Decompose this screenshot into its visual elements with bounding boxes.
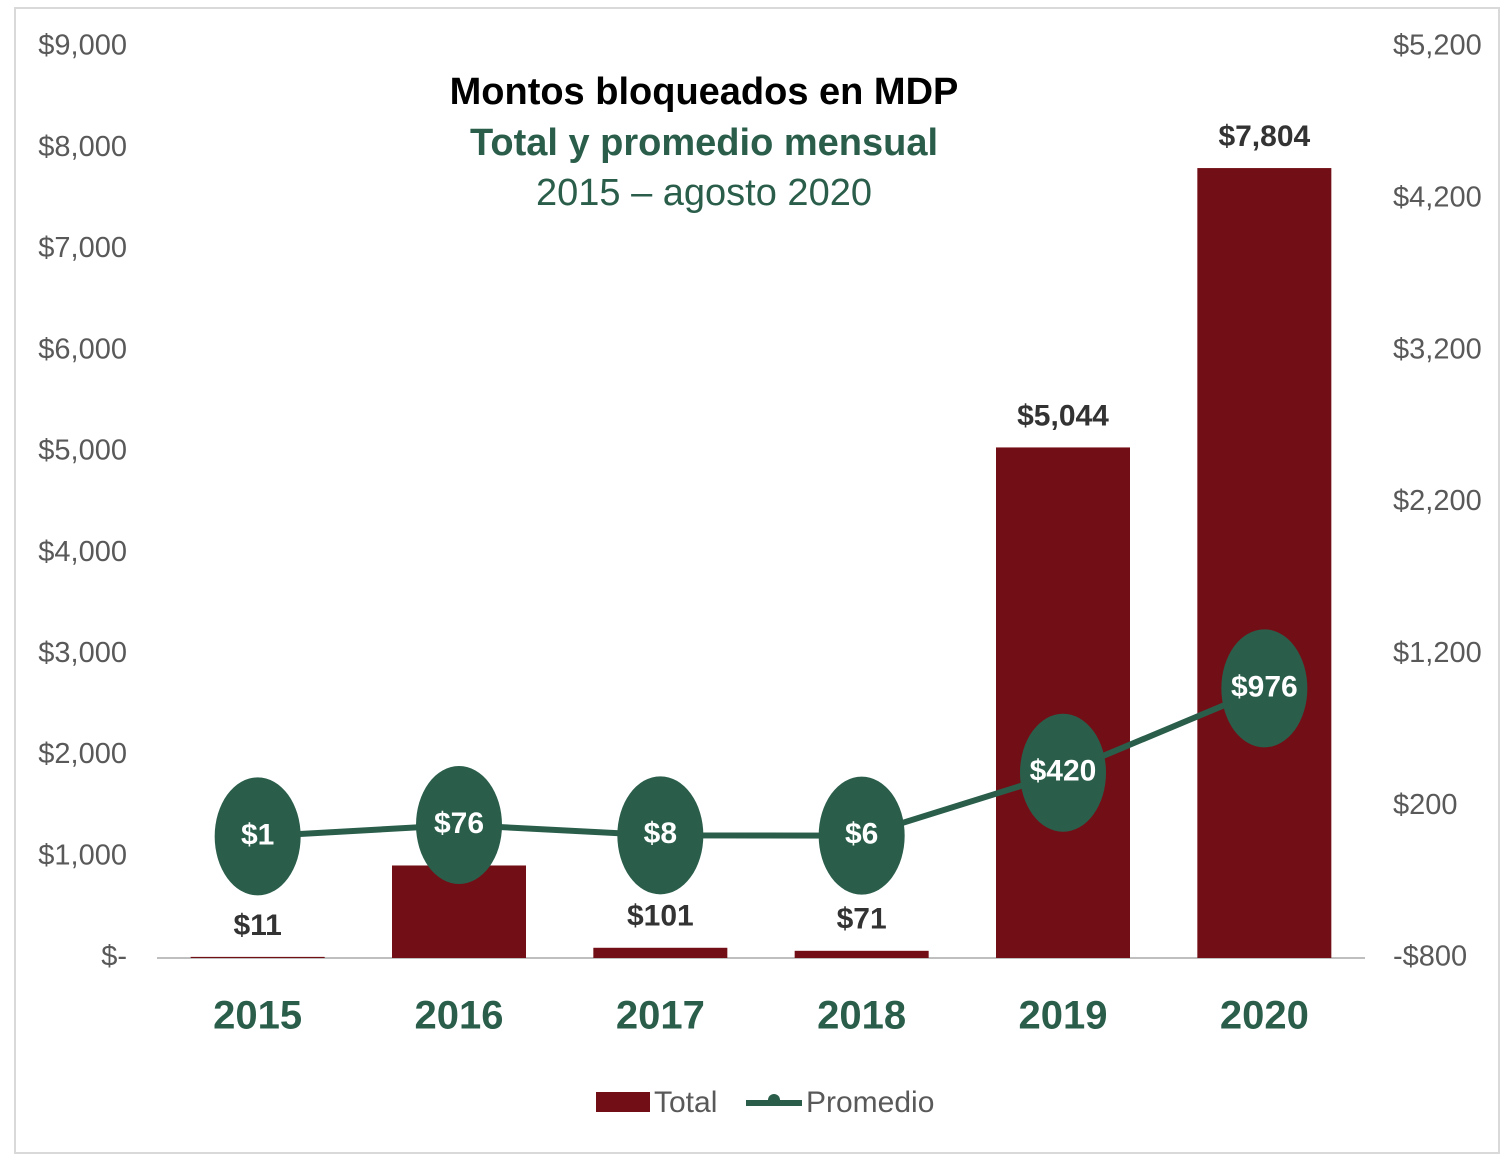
chart-subtitle: 2015 – agosto 2020 xyxy=(536,172,872,214)
bar-value-label: $101 xyxy=(627,900,694,933)
y2-tick-label: $2,200 xyxy=(1393,485,1482,517)
y-tick-label: $5,000 xyxy=(38,435,127,467)
y-tick-label: $4,000 xyxy=(38,536,127,568)
x-tick-label: 2016 xyxy=(415,994,504,1038)
y2-tick-label: $1,200 xyxy=(1393,637,1482,669)
point xyxy=(818,776,905,895)
bar xyxy=(593,947,728,958)
y-tick-label: $1,000 xyxy=(38,839,127,871)
point-value-label: $6 xyxy=(845,818,878,851)
legend-swatch xyxy=(768,1094,780,1106)
point xyxy=(416,765,502,884)
y2-tick-label: $5,200 xyxy=(1393,30,1482,62)
point xyxy=(214,777,301,896)
y-tick-label: $2,000 xyxy=(38,738,127,770)
x-tick-label: 2017 xyxy=(616,994,705,1038)
bar xyxy=(794,950,929,958)
x-tick-label: 2015 xyxy=(213,994,302,1038)
bar xyxy=(996,447,1130,958)
point xyxy=(1221,629,1308,748)
y2-tick-label: $4,200 xyxy=(1393,181,1482,213)
y-tick-label: $3,000 xyxy=(38,637,127,669)
chart-title: Montos bloqueados en MDP xyxy=(450,71,959,113)
y-tick-label: $6,000 xyxy=(38,333,127,365)
y-tick-label: $8,000 xyxy=(38,131,127,163)
y-tick-label: $- xyxy=(101,941,127,973)
legend-label: Promedio xyxy=(806,1086,934,1119)
bar-value-label: $11 xyxy=(233,909,281,942)
bar-value-label: $71 xyxy=(837,903,887,936)
point-value-label: $76 xyxy=(434,807,484,840)
point-value-label: $1 xyxy=(241,818,274,851)
x-tick-label: 2018 xyxy=(817,994,906,1038)
legend-label: Total xyxy=(654,1086,717,1119)
point-value-label: $8 xyxy=(644,817,677,850)
y2-tick-label: $200 xyxy=(1393,789,1458,821)
point-value-label: $420 xyxy=(1030,755,1097,788)
x-tick-label: 2019 xyxy=(1019,994,1108,1038)
point xyxy=(1020,713,1106,832)
bar xyxy=(190,956,325,958)
point xyxy=(617,776,704,895)
x-tick-label: 2020 xyxy=(1220,994,1309,1038)
y2-tick-label: -$800 xyxy=(1393,941,1467,973)
y-tick-label: $9,000 xyxy=(38,30,127,62)
frame xyxy=(14,7,1500,1154)
bar-value-label: $7,804 xyxy=(1218,120,1310,153)
y2-tick-label: $3,200 xyxy=(1393,333,1482,365)
point-value-label: $976 xyxy=(1231,670,1298,703)
legend-swatch xyxy=(596,1092,650,1112)
bar-value-label: $5,044 xyxy=(1017,399,1109,432)
chart-subtitle: Total y promedio mensual xyxy=(470,122,938,164)
y-tick-label: $7,000 xyxy=(38,232,127,264)
bar xyxy=(1197,168,1332,959)
